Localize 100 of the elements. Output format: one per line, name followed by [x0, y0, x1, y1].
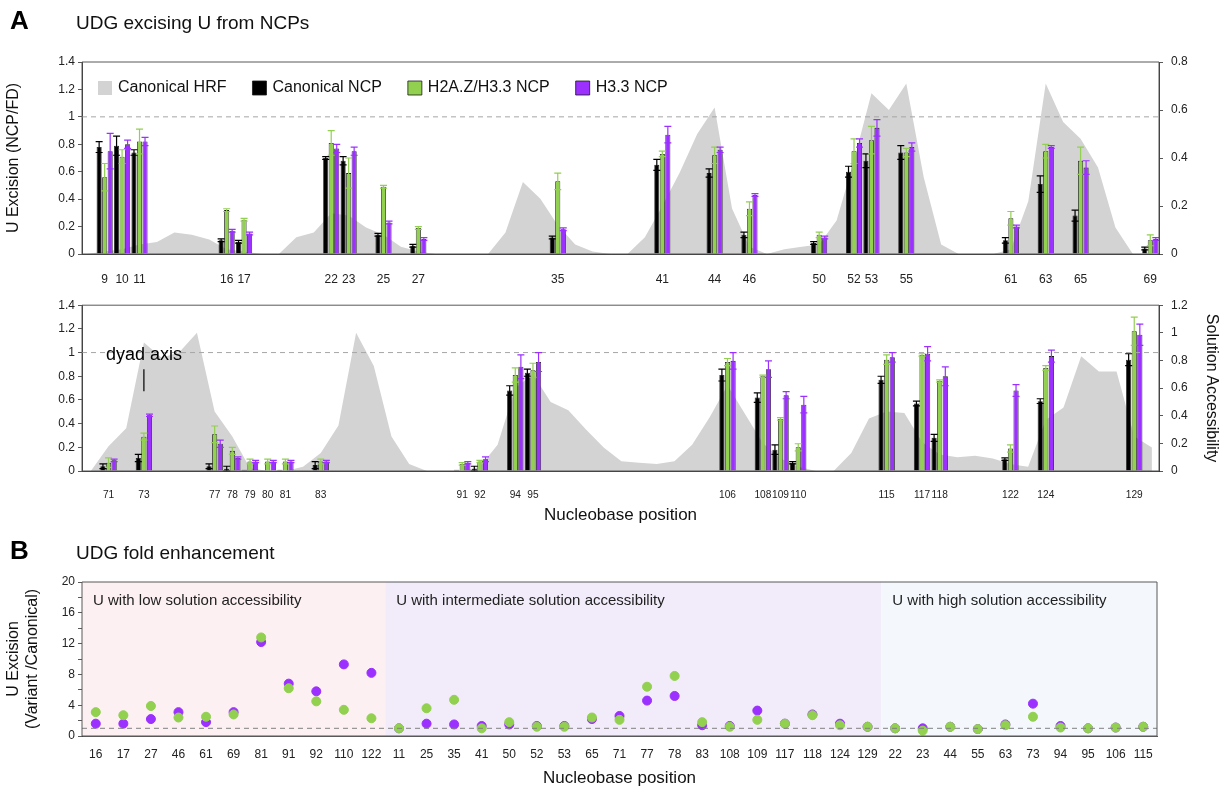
x-tick-label: 46: [171, 746, 186, 761]
x-tick-label: 118: [931, 488, 949, 500]
x-tick-label: 71: [612, 746, 627, 761]
band-label: U with intermediate solution accessibility: [396, 590, 666, 608]
x-tick-label: 129: [1125, 488, 1144, 500]
band-label: U with low solution accessibility: [93, 590, 302, 608]
x-tick-label: 122: [361, 746, 382, 761]
x-tick-label: 69: [1143, 271, 1158, 286]
x-tick-label: 65: [585, 746, 599, 761]
y-tick-label: 0.4: [58, 415, 76, 430]
x-tick-label: 110: [334, 746, 354, 761]
x-tick-label: 52: [847, 271, 862, 286]
x-tick-label: 61: [199, 746, 214, 761]
y2-tick-label: 0: [1171, 463, 1178, 478]
x-tick-label: 27: [411, 271, 426, 286]
y-tick-label: 12: [61, 635, 76, 650]
y2-tick-label: 0.6: [1171, 102, 1189, 117]
x-axis-title: Nucleobase position: [543, 505, 698, 525]
x-tick-label: 108: [754, 488, 772, 500]
y2-tick-label: 0.4: [1171, 150, 1189, 165]
x-tick-label: 63: [998, 746, 1013, 761]
y2-tick-label: 0: [1171, 246, 1178, 261]
x-tick-label: 41: [475, 746, 489, 761]
x-tick-label: 106: [1105, 746, 1126, 761]
x-tick-label: 80: [262, 488, 274, 500]
x-tick-label: 16: [219, 271, 234, 286]
x-tick-label: 78: [667, 746, 682, 761]
chart-title: UDG excising U from NCPs: [76, 12, 310, 34]
x-tick-label: 92: [474, 488, 486, 500]
y-tick-label: 0.4: [58, 191, 76, 206]
band-label: U with high solution accessibility: [892, 590, 1108, 608]
y-tick-label: 1: [68, 344, 76, 359]
legend-label: Canonical NCP: [272, 78, 382, 96]
x-tick-label: 109: [747, 746, 768, 761]
x-tick-label: 25: [419, 746, 434, 761]
x-tick-label: 65: [1073, 271, 1088, 286]
x-tick-label: 9: [101, 271, 109, 286]
x-tick-label: 94: [1053, 746, 1068, 761]
x-tick-label: 52: [530, 746, 544, 761]
x-tick-label: 83: [695, 746, 710, 761]
x-tick-label: 61: [1004, 271, 1018, 286]
x-tick-label: 117: [775, 746, 795, 761]
x-tick-label: 63: [1039, 271, 1053, 286]
x-tick-label: 44: [707, 271, 722, 286]
x-tick-label: 44: [943, 746, 958, 761]
x-tick-label: 25: [376, 271, 391, 286]
y2-tick-label: 0.8: [1171, 352, 1189, 367]
x-tick-label: 124: [830, 746, 851, 761]
y-tick-label: 0: [68, 246, 76, 261]
x-tick-label: 95: [527, 488, 539, 500]
chart-title: UDG fold enhancement: [76, 542, 276, 564]
x-tick-label: 122: [1001, 488, 1020, 500]
x-tick-label: 81: [254, 746, 269, 761]
y2-tick-label: 0.4: [1171, 408, 1189, 423]
y-tick-label: 4: [68, 697, 76, 712]
x-tick-label: 71: [102, 488, 115, 500]
y-tick-label: 0: [68, 463, 76, 478]
x-tick-label: 92: [309, 746, 324, 761]
x-tick-label: 78: [226, 488, 239, 500]
y-tick-label: 1: [68, 109, 76, 124]
y-tick-label: 1.4: [58, 297, 76, 312]
x-tick-label: 95: [1081, 746, 1096, 761]
x-tick-label: 124: [1037, 488, 1055, 500]
y-tick-label: 0.6: [58, 392, 76, 407]
x-tick-label: 50: [812, 271, 827, 286]
y-tick-label: 1.4: [58, 54, 76, 69]
x-tick-label: 73: [1026, 746, 1040, 761]
x-tick-label: 53: [557, 746, 572, 761]
x-tick-label: 118: [802, 746, 823, 761]
x-tick-label: 55: [899, 271, 914, 286]
x-tick-label: 16: [89, 746, 103, 761]
x-tick-label: 22: [324, 271, 339, 286]
x-tick-label: 22: [888, 746, 903, 761]
x-tick-label: 77: [640, 746, 655, 761]
y-tick-label: 1.2: [58, 81, 76, 96]
x-tick-label: 117: [913, 488, 931, 500]
x-tick-label: 81: [279, 488, 292, 500]
legend-label: Canonical HRF: [118, 78, 227, 96]
x-tick-label: 41: [655, 271, 670, 286]
y2-tick-label: 0.2: [1171, 198, 1189, 213]
y2-tick-label: 0.6: [1171, 380, 1189, 395]
y-tick-label: 20: [61, 574, 76, 589]
x-tick-label: 77: [208, 488, 221, 500]
y2-tick-label: 0.2: [1171, 435, 1189, 450]
x-tick-label: 83: [315, 488, 327, 500]
x-tick-label: 91: [282, 746, 296, 761]
y-tick-label: 0.6: [58, 164, 76, 179]
y2-tick-label: 1.2: [1171, 297, 1189, 312]
x-tick-label: 110: [790, 488, 807, 500]
y-axis-title: U Excision (NCP/FD): [4, 82, 22, 234]
y2-axis-title: Solution Accessibility: [1203, 313, 1221, 463]
y2-tick-label: 0.8: [1171, 54, 1189, 69]
x-tick-label: 91: [456, 488, 469, 500]
y-tick-label: 8: [68, 666, 76, 681]
x-tick-label: 11: [133, 271, 147, 286]
x-axis-title: Nucleobase position: [542, 768, 697, 788]
y-tick-label: 1.2: [58, 321, 76, 336]
x-tick-label: 11: [392, 746, 406, 761]
x-tick-label: 115: [878, 488, 896, 500]
x-tick-label: 35: [447, 746, 462, 761]
